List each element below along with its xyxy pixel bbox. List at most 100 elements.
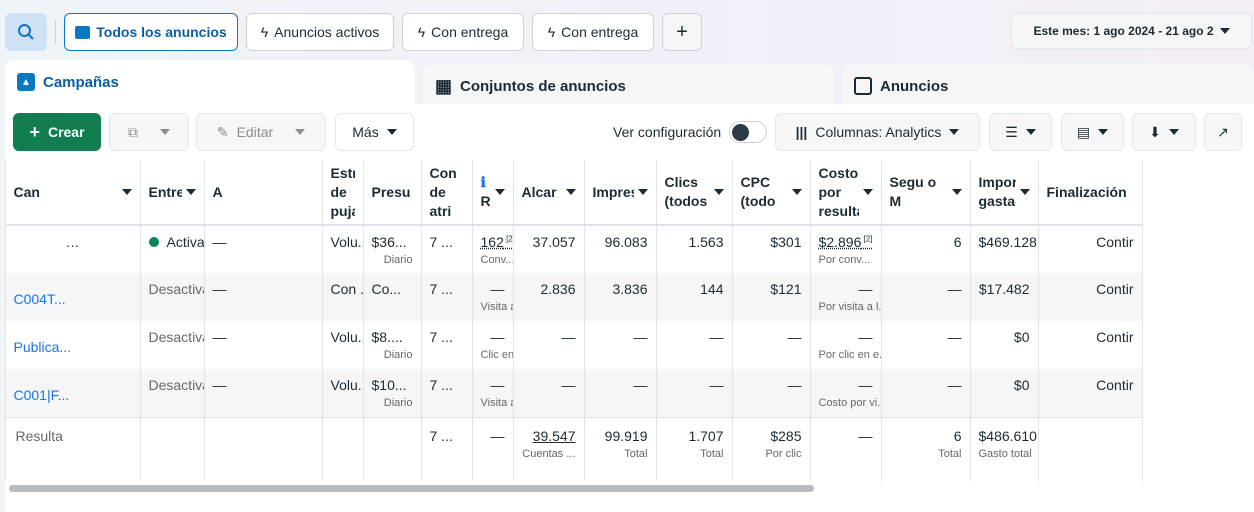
- delivery-status: Desactivado: [148, 329, 204, 345]
- breakdown-button[interactable]: ☰: [989, 113, 1052, 151]
- table-cell: 7 ...: [421, 225, 473, 273]
- plus-icon: +: [29, 121, 40, 142]
- download-icon: ⬇: [1149, 123, 1161, 140]
- table-cell: —: [881, 273, 971, 321]
- chevron-down-icon[interactable]: [713, 189, 724, 195]
- cell-value[interactable]: C001|F...: [13, 387, 70, 403]
- chevron-down-icon[interactable]: [185, 189, 196, 195]
- column-header[interactable]: Costo por resultad: [810, 160, 882, 226]
- cell-subtext: Por conv...: [818, 254, 871, 266]
- table-cell: —: [732, 321, 811, 369]
- table-cell: 7 ...: [421, 369, 473, 417]
- column-header[interactable]: Entrega↑: [140, 160, 205, 226]
- column-header[interactable]: A: [204, 160, 323, 226]
- tab-conjuntos[interactable]: ▦ Conjuntos de anuncios: [423, 64, 834, 108]
- column-header[interactable]: Estrat de puja: [322, 160, 364, 226]
- delivery-cell: Desactivado: [140, 321, 205, 369]
- filter-con-entrega[interactable]: ϟ Con entrega: [402, 13, 524, 51]
- chevron-down-icon[interactable]: [1019, 189, 1030, 195]
- table-cell: 7 ...: [421, 273, 473, 321]
- chevron-down-icon[interactable]: [121, 189, 132, 195]
- view-settings-toggle[interactable]: [729, 121, 767, 143]
- table-row[interactable]: … Activa — Volu... $36... Diario 7 ... 162 [2] C…: [5, 225, 1254, 273]
- charts-button[interactable]: ↗: [1204, 113, 1242, 151]
- date-range-picker[interactable]: Este mes: 1 ago 2024 - 21 ago 2: [1011, 13, 1252, 49]
- filter-anuncios-activos[interactable]: ϟ Anuncios activos: [246, 13, 394, 51]
- search-button[interactable]: [5, 13, 47, 51]
- cell-value: —: [947, 377, 962, 393]
- column-header[interactable]: Impres: [584, 160, 657, 226]
- column-header[interactable]: Clics (todos: [656, 160, 733, 226]
- cell-value[interactable]: Publica...: [13, 339, 72, 355]
- chevron-down-icon[interactable]: [862, 189, 873, 195]
- column-header[interactable]: Con de atri: [421, 160, 473, 226]
- cell-subtext: Cuentas ...: [522, 447, 576, 460]
- table-cell: Volu...: [322, 369, 364, 417]
- cell-subtext: Clic en e...: [480, 349, 513, 361]
- columns-button[interactable]: ||| Columnas: Analytics: [775, 113, 980, 151]
- cell-value: 6: [953, 427, 962, 444]
- divider: [55, 20, 56, 44]
- column-label: A: [212, 183, 223, 200]
- cell-value[interactable]: C004T...: [13, 291, 66, 307]
- table-cell: —: [204, 321, 323, 369]
- chevron-down-icon[interactable]: [494, 189, 505, 195]
- edit-button[interactable]: ✎ Editar: [196, 113, 326, 151]
- cell-value: —: [212, 234, 227, 250]
- table-cell: —: [584, 321, 657, 369]
- column-header[interactable]: Can: [5, 160, 141, 226]
- filter-con-entrega-2[interactable]: ϟ Con entrega: [532, 13, 654, 51]
- table-cell: —: [732, 369, 811, 417]
- cell-value: —: [490, 377, 505, 393]
- cell-value: —: [490, 329, 505, 345]
- filter-todos-anuncios[interactable]: Todos los anuncios: [64, 13, 238, 51]
- chart-icon: ↗: [1217, 123, 1229, 140]
- chevron-down-icon: [1025, 129, 1036, 135]
- tab-label: Campañas: [43, 73, 119, 91]
- column-header[interactable]: CPC (todo: [732, 160, 811, 226]
- delivery-status: Desactivado: [148, 377, 204, 393]
- tab-anuncios[interactable]: Anuncios: [842, 64, 1254, 108]
- column-header[interactable]: Importe gastado: [970, 160, 1039, 226]
- horizontal-scrollbar[interactable]: [9, 485, 814, 492]
- cell-value: $301: [770, 234, 802, 250]
- column-header[interactable]: Presu: [363, 160, 422, 226]
- table-row[interactable]: C001|F... Desactivado — Volu... $10... Diario…: [5, 369, 1254, 417]
- column-header[interactable]: Segu o M: [881, 160, 971, 226]
- export-button[interactable]: ⬇: [1132, 113, 1196, 151]
- table-cell: $8.... Diario: [363, 321, 422, 369]
- ad-icon: [854, 77, 872, 95]
- totals-label-text: Resulta: [15, 427, 63, 444]
- header-cell: Estrat de puja: [331, 164, 355, 221]
- cell-subtext: Conv...: [480, 254, 513, 266]
- duplicate-button[interactable]: ⧉: [109, 113, 189, 151]
- folder-icon: [75, 25, 91, 39]
- table-cell: —: [584, 369, 657, 417]
- cell-value: 6: [953, 234, 962, 250]
- table-row[interactable]: Publica... Desactivado — Volu... $8.... Diari…: [5, 321, 1254, 369]
- add-filter-button[interactable]: +: [662, 13, 702, 51]
- more-button[interactable]: Más: [335, 113, 414, 151]
- table-cell: [322, 416, 364, 481]
- column-header[interactable]: Finalización: [1038, 160, 1143, 226]
- chevron-down-icon[interactable]: [951, 189, 962, 195]
- reports-button[interactable]: ▤: [1061, 113, 1124, 151]
- column-header[interactable]: ℹResul: [472, 160, 514, 226]
- chevron-down-icon[interactable]: [637, 189, 648, 195]
- filter-label: Todos los anuncios: [96, 24, 227, 40]
- tab-campanas[interactable]: ▲ Campañas: [5, 60, 415, 104]
- chevron-down-icon[interactable]: [791, 189, 802, 195]
- filter-label: Anuncios activos: [274, 24, 380, 40]
- duplicate-icon: ⧉: [128, 123, 138, 140]
- breakdown-icon: ☰: [1005, 123, 1018, 140]
- table-row[interactable]: C004T... Desactivado — Con ... Co... 7 ... — Vi…: [5, 273, 1254, 321]
- cell-value: —: [787, 377, 802, 393]
- cell-subtext: Por clic: [765, 447, 802, 460]
- cell-value: —: [212, 329, 227, 345]
- chevron-down-icon[interactable]: [565, 189, 576, 195]
- cell-value: Contir: [1096, 281, 1134, 297]
- create-button[interactable]: + Crear: [13, 113, 101, 151]
- column-header[interactable]: Alcar: [513, 160, 585, 226]
- header-cell: Presu: [372, 183, 413, 202]
- cell-value: 7 ...: [429, 427, 453, 444]
